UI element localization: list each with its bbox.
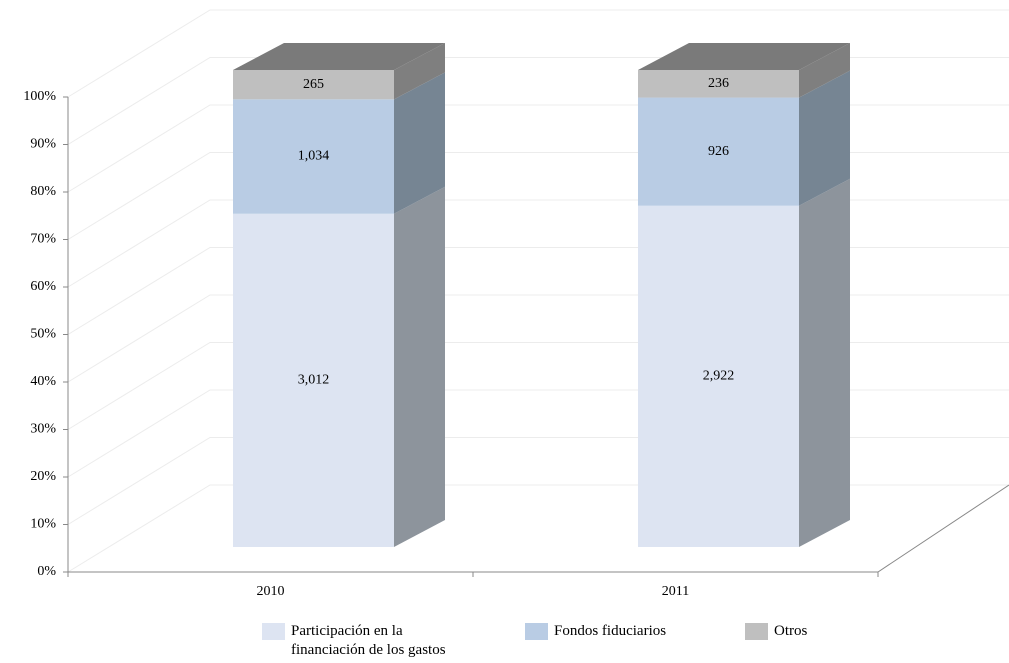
bar-segment xyxy=(638,70,799,98)
bar-segment xyxy=(638,97,799,206)
bar-segment xyxy=(233,213,394,547)
bar-segment xyxy=(233,99,394,214)
bar-segment xyxy=(233,70,394,100)
bar-side xyxy=(394,186,445,547)
grid-line xyxy=(67,437,1009,525)
grid-line xyxy=(67,104,1009,193)
legend-item: Participación en la financiación de los … xyxy=(262,622,461,660)
x-tick-label: 2011 xyxy=(662,584,689,599)
data-label: 236 xyxy=(708,76,729,91)
bar-top xyxy=(233,43,445,70)
grid-line xyxy=(67,484,1009,573)
bar-side xyxy=(799,178,850,547)
legend-swatch xyxy=(525,623,548,640)
legend-item: Otros xyxy=(745,622,807,641)
y-tick-label: 30% xyxy=(30,422,56,437)
bar-side xyxy=(394,43,445,100)
grid-line xyxy=(67,389,1009,478)
x-tick-label: 2010 xyxy=(257,584,285,599)
bar-top xyxy=(638,43,850,70)
legend-swatch xyxy=(745,623,768,640)
y-tick-label: 80% xyxy=(30,184,56,199)
data-label: 265 xyxy=(303,77,324,92)
data-label: 926 xyxy=(708,144,729,159)
data-label: 1,034 xyxy=(298,149,330,164)
grid-line xyxy=(67,247,1009,335)
y-tick-label: 0% xyxy=(37,564,56,579)
y-tick-label: 50% xyxy=(30,327,56,342)
y-tick-label: 20% xyxy=(30,469,56,484)
grid-line xyxy=(67,152,1009,240)
y-tick-label: 40% xyxy=(30,374,56,389)
y-tick-label: 60% xyxy=(30,279,56,294)
bar-segment xyxy=(638,205,799,547)
y-tick-label: 10% xyxy=(30,517,56,532)
bar-side xyxy=(394,72,445,214)
grid-line xyxy=(67,342,1009,430)
data-label: 3,012 xyxy=(298,373,330,388)
bar-side xyxy=(799,43,850,98)
legend-swatch xyxy=(262,623,285,640)
legend-label: Participación en la financiación de los … xyxy=(291,623,446,658)
grid-line xyxy=(67,294,1009,383)
grid-line xyxy=(67,9,1009,98)
legend-item: Fondos fiduciarios xyxy=(525,622,666,641)
bar-side xyxy=(799,70,850,206)
x-axis xyxy=(68,484,1009,573)
y-tick-label: 90% xyxy=(30,137,56,152)
grid-line xyxy=(67,199,1009,288)
y-tick-label: 100% xyxy=(23,89,56,104)
y-tick-label: 70% xyxy=(30,232,56,247)
data-label: 2,922 xyxy=(703,369,735,384)
legend-label: Otros xyxy=(774,623,808,639)
grid-line xyxy=(67,57,1009,145)
legend-label: Fondos fiduciarios xyxy=(554,623,667,639)
